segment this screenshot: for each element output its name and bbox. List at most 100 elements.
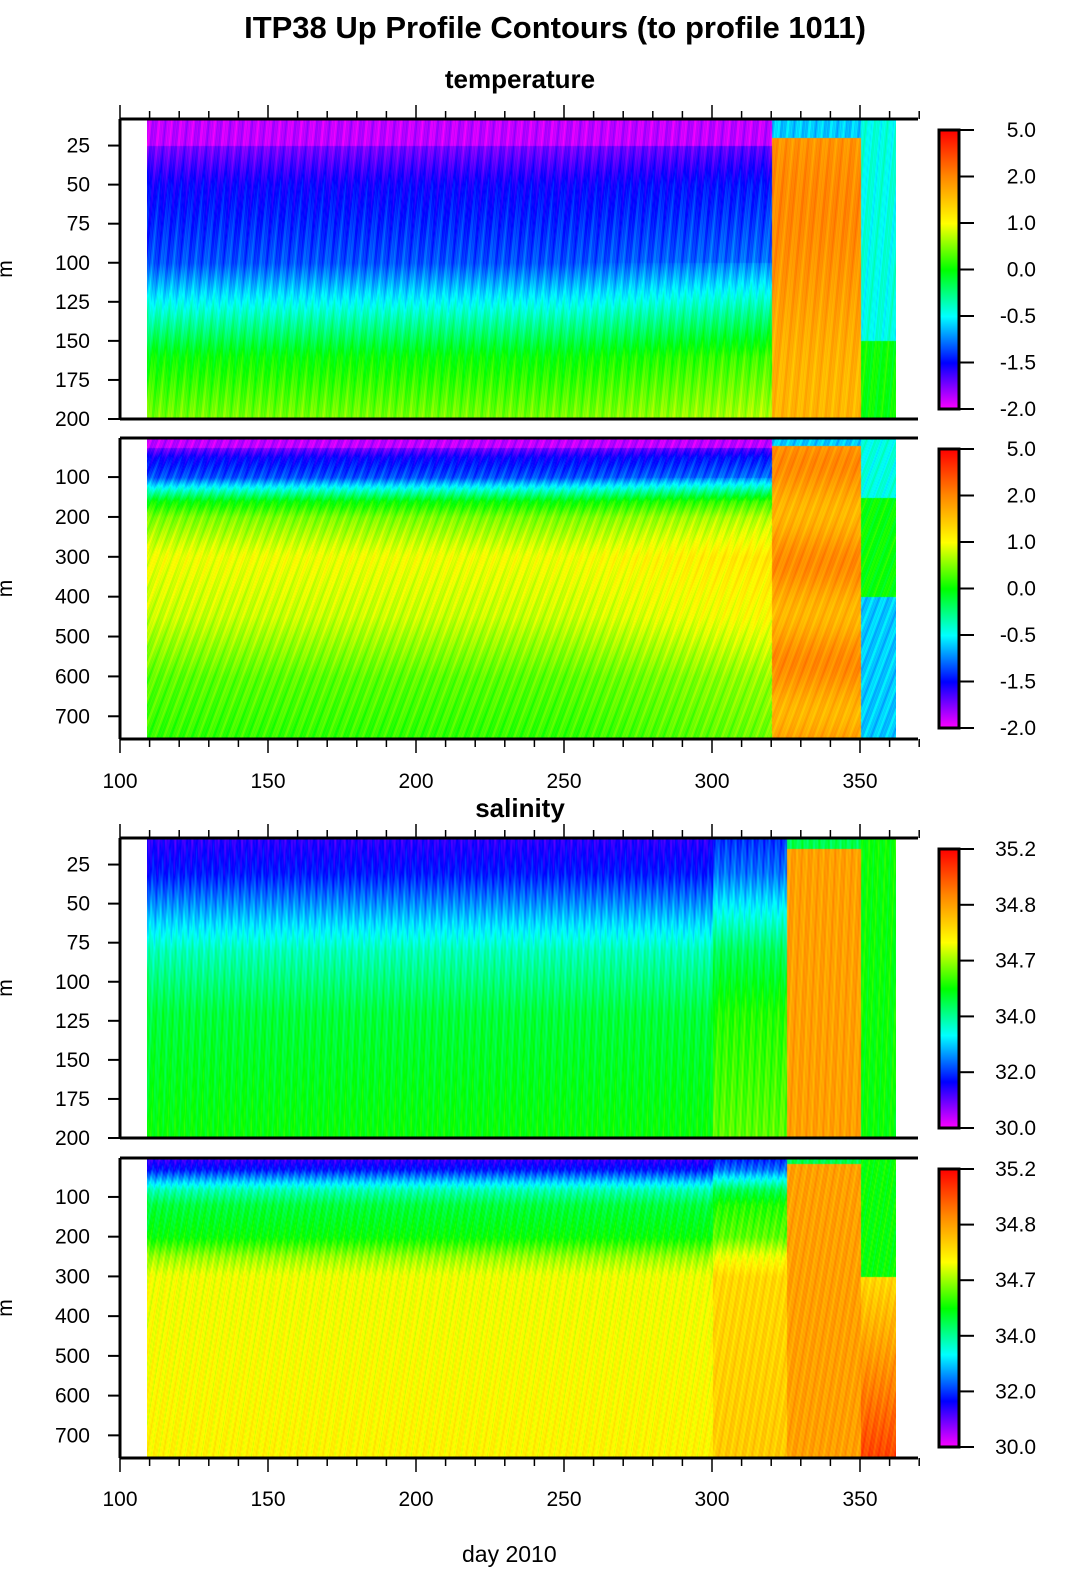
colorbar-segment bbox=[939, 881, 959, 883]
colorbar-segment bbox=[939, 219, 959, 221]
y-tick-label: 100 bbox=[55, 252, 90, 275]
colorbar-segment bbox=[939, 660, 959, 662]
colorbar-segment bbox=[939, 892, 959, 894]
colorbar-segment bbox=[939, 1400, 959, 1402]
colorbar-segment bbox=[939, 532, 959, 534]
colorbar-segment bbox=[939, 1260, 959, 1262]
colorbar-segment bbox=[939, 999, 959, 1001]
colorbar-segment bbox=[939, 972, 959, 974]
colorbar-segment bbox=[939, 357, 959, 359]
colorbar-segment bbox=[939, 1428, 959, 1430]
colorbar-segment bbox=[939, 675, 959, 677]
colorbar-segment bbox=[939, 1113, 959, 1115]
colorbar-segment bbox=[939, 562, 959, 564]
colorbar-segment bbox=[939, 258, 959, 260]
colorbar-segment bbox=[939, 494, 959, 496]
colorbar-segment bbox=[939, 1246, 959, 1248]
colorbar-segment bbox=[939, 663, 959, 665]
colorbar-segment bbox=[939, 467, 959, 469]
colorbar-segment bbox=[939, 697, 959, 699]
colorbar-segment bbox=[939, 1351, 959, 1353]
colorbar-segment bbox=[939, 209, 959, 211]
colorbar-segment bbox=[939, 544, 959, 546]
colorbar-segment bbox=[939, 1315, 959, 1317]
colorbar-segment bbox=[939, 866, 959, 868]
colorbar-segment bbox=[939, 632, 959, 634]
colorbar-segment bbox=[939, 138, 959, 140]
colorbar-segment bbox=[939, 1296, 959, 1298]
colorbar-segment bbox=[939, 1031, 959, 1033]
colorbar-segment bbox=[939, 880, 959, 882]
x-tick-label: 300 bbox=[694, 770, 729, 793]
colorbar-segment bbox=[939, 991, 959, 993]
heatmap-temperature-1 bbox=[146, 438, 896, 739]
colorbar-segment bbox=[939, 997, 959, 999]
colorbar-segment bbox=[939, 1109, 959, 1111]
colorbar-segment bbox=[939, 576, 959, 578]
colorbar-segment bbox=[939, 140, 959, 142]
colorbar-segment bbox=[939, 254, 959, 256]
colorbar-segment bbox=[939, 229, 959, 231]
colorbar-segment bbox=[939, 149, 959, 151]
y-tick-label: 125 bbox=[55, 1010, 90, 1033]
colorbar-segment bbox=[939, 1381, 959, 1383]
colorbar-segment bbox=[939, 986, 959, 988]
colorbar-segment bbox=[939, 1416, 959, 1418]
panel-salinity-3: 100 200 300 400 500 600 700 m 100 150 200 250 300 350… bbox=[0, 1156, 1036, 1511]
colorbar-segment bbox=[939, 953, 959, 955]
colorbar-segment bbox=[939, 637, 959, 639]
colorbar-segment bbox=[939, 960, 959, 962]
colorbar-segment bbox=[939, 1335, 959, 1337]
colorbar-segment bbox=[939, 1308, 959, 1310]
colorbar-segment bbox=[939, 690, 959, 692]
colorbar-segment bbox=[939, 875, 959, 877]
colorbar-segment bbox=[939, 644, 959, 646]
colorbar-tick-label: 34.7 bbox=[995, 1269, 1036, 1292]
colorbar-segment bbox=[939, 1056, 959, 1058]
colorbar-segment bbox=[939, 150, 959, 152]
colorbar-segment bbox=[939, 635, 959, 637]
colorbar-segment bbox=[939, 1437, 959, 1439]
colorbar-segment bbox=[939, 1314, 959, 1316]
colorbar-segment bbox=[939, 315, 959, 317]
colorbar-segment bbox=[939, 1047, 959, 1049]
colorbar-segment bbox=[939, 369, 959, 371]
colorbar-segment bbox=[939, 481, 959, 483]
colorbar-segment bbox=[939, 133, 959, 135]
colorbar-segment bbox=[939, 667, 959, 669]
colorbar-segment bbox=[939, 269, 959, 271]
colorbar-segment bbox=[939, 1093, 959, 1095]
colorbar-segment bbox=[939, 398, 959, 400]
colorbar-segment bbox=[939, 1061, 959, 1063]
colorbar-segment bbox=[939, 594, 959, 596]
colorbar-segment bbox=[939, 1332, 959, 1334]
colorbar-segment bbox=[939, 912, 959, 914]
colorbar-segment bbox=[939, 1026, 959, 1028]
colorbar-segment bbox=[939, 391, 959, 393]
colorbar-segment bbox=[939, 1215, 959, 1217]
colorbar-segment bbox=[939, 937, 959, 939]
colorbar-segment bbox=[939, 1197, 959, 1199]
x-tick-label: 350 bbox=[842, 770, 877, 793]
colorbar-segment bbox=[939, 1390, 959, 1392]
colorbar-segment bbox=[939, 1388, 959, 1390]
colorbar-segment bbox=[939, 970, 959, 972]
colorbar-segment bbox=[939, 217, 959, 219]
colorbar-segment bbox=[939, 882, 959, 884]
colorbar-segment bbox=[939, 1330, 959, 1332]
colorbar-segment bbox=[939, 553, 959, 555]
colorbar-segment bbox=[939, 399, 959, 401]
colorbar-segment bbox=[939, 502, 959, 504]
colorbar-segment bbox=[939, 574, 959, 576]
colorbar-segment bbox=[939, 1018, 959, 1020]
colorbar-segment bbox=[939, 620, 959, 622]
colorbar-segment bbox=[939, 622, 959, 624]
colorbar-segment bbox=[939, 570, 959, 572]
colorbar-segment bbox=[939, 916, 959, 918]
colorbar-segment bbox=[939, 1070, 959, 1072]
colorbar-segment bbox=[939, 1218, 959, 1220]
colorbar-segment bbox=[939, 961, 959, 963]
colorbar-segment bbox=[939, 1417, 959, 1419]
colorbar-segment bbox=[939, 709, 959, 711]
colorbar-segment bbox=[939, 552, 959, 554]
